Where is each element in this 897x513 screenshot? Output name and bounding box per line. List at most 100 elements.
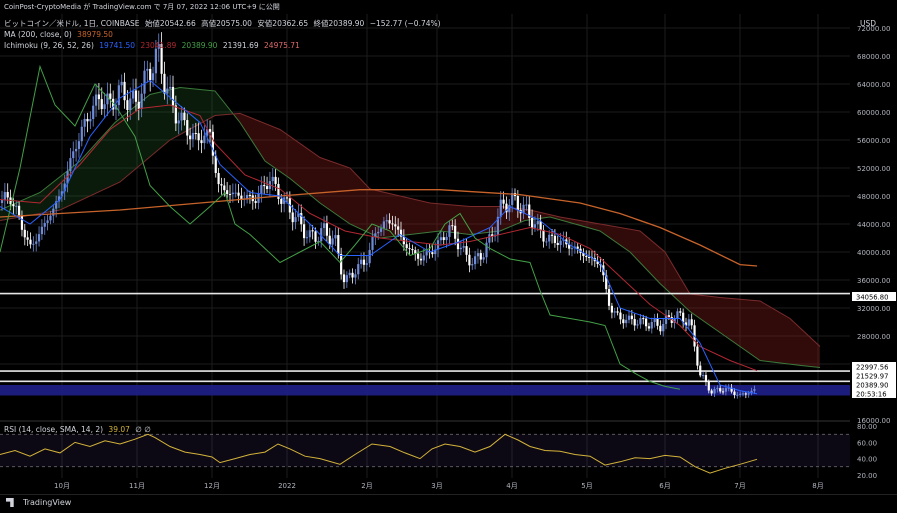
price-label-box xyxy=(852,292,896,301)
ichimoku-label[interactable]: Ichimoku (9, 26, 52, 26) xyxy=(4,41,94,50)
cloud-segment xyxy=(352,170,356,227)
time-tick-label: 10月 xyxy=(54,482,70,490)
candle-body xyxy=(556,242,559,245)
candle-body xyxy=(642,318,645,320)
price-tick-label: 68000.00 xyxy=(857,53,890,61)
candle-body xyxy=(0,199,4,203)
high-value: 高値20575.00 xyxy=(201,19,252,28)
symbol-legend[interactable]: ビットコイン／米ドル, 1日, COINBASE 始値20542.66 高値20… xyxy=(4,19,444,29)
cloud-segment xyxy=(580,220,584,227)
rsi-label[interactable]: RSI (14, close, SMA, 14, 2) xyxy=(4,425,104,434)
cloud-segment xyxy=(432,203,436,232)
candle-body xyxy=(322,223,326,229)
cloud-segment xyxy=(588,221,592,229)
candle-body xyxy=(300,213,303,225)
cloud-segment xyxy=(620,227,624,248)
candle-body xyxy=(274,176,277,184)
candle-body xyxy=(37,234,41,242)
candle-body xyxy=(374,233,377,238)
cloud-segment xyxy=(700,295,704,322)
candle-body xyxy=(314,231,317,242)
cloud-segment xyxy=(108,125,112,188)
cloud-segment xyxy=(720,297,724,336)
candle-body xyxy=(143,70,146,94)
cloud-segment xyxy=(284,132,288,178)
candle-body xyxy=(89,119,92,122)
symbol-name[interactable]: ビットコイン／米ドル, 1日, COINBASE xyxy=(4,19,140,28)
candle-body xyxy=(254,201,257,203)
candle-body xyxy=(217,172,220,185)
cloud-segment xyxy=(120,115,124,182)
candle-body xyxy=(585,256,588,258)
rsi-extra: ∅ ∅ xyxy=(135,425,151,434)
candle-body xyxy=(63,183,66,192)
candle-body xyxy=(385,220,388,222)
low-value: 安値20362.65 xyxy=(257,19,309,28)
cloud-segment xyxy=(752,300,756,358)
candle-body xyxy=(69,158,72,172)
cloud-segment xyxy=(764,303,768,362)
cloud-segment xyxy=(272,126,276,169)
candle-body xyxy=(231,192,234,195)
candle-body xyxy=(422,255,425,261)
candle-body xyxy=(679,311,682,313)
candle-body xyxy=(482,257,485,260)
candle-body xyxy=(72,151,75,159)
ma-legend[interactable]: MA (200, close, 0) 38979.50 xyxy=(4,30,116,40)
time-tick-label: 2月 xyxy=(361,482,372,490)
candle-body xyxy=(408,248,411,250)
ichimoku-legend[interactable]: Ichimoku (9, 26, 52, 26) 19741.50 23041.… xyxy=(4,41,303,51)
candle-body xyxy=(200,140,203,144)
candle-body xyxy=(474,256,477,265)
kijun-line xyxy=(0,104,758,372)
cloud-segment xyxy=(160,91,164,149)
candle-body xyxy=(434,249,437,255)
candle-body xyxy=(673,318,676,323)
candle-body xyxy=(419,258,423,261)
candle-body xyxy=(496,216,499,235)
cloud-segment xyxy=(76,161,80,203)
cloud-segment xyxy=(424,201,428,233)
cloud-segment xyxy=(792,320,796,365)
cloud-segment xyxy=(256,119,260,154)
candle-body xyxy=(12,204,15,207)
cloud-segment xyxy=(440,203,444,232)
cloud-segment xyxy=(716,297,720,333)
candle-body xyxy=(570,248,574,250)
cloud-segment xyxy=(20,199,24,217)
candle-body xyxy=(528,204,531,218)
ma-value: 38979.50 xyxy=(77,30,113,39)
candle-body xyxy=(414,250,417,254)
cloud-segment xyxy=(608,225,612,240)
cloud-segment xyxy=(328,160,332,212)
tradingview-logo[interactable]: TradingView xyxy=(6,498,71,507)
ma-label[interactable]: MA (200, close, 0) xyxy=(4,30,72,39)
candle-body xyxy=(448,225,451,237)
cloud-segment xyxy=(804,331,808,367)
candle-body xyxy=(40,226,43,235)
price-label-text: 20389.90 xyxy=(856,382,888,390)
candle-body xyxy=(719,388,722,392)
cloud-segment xyxy=(680,277,684,306)
rsi-legend[interactable]: RSI (14, close, SMA, 14, 2) 39.07 ∅ ∅ xyxy=(4,425,154,435)
cloud-segment xyxy=(660,247,664,288)
candle-body xyxy=(431,252,434,255)
candle-body xyxy=(166,88,169,94)
candle-body xyxy=(277,183,280,199)
candle-body xyxy=(103,104,106,110)
candle-body xyxy=(741,393,745,395)
candle-body xyxy=(57,196,61,202)
price-axis-bg xyxy=(851,0,897,494)
price-label-box xyxy=(852,389,896,398)
candle-body xyxy=(348,272,351,276)
cloud-segment xyxy=(816,342,820,368)
candle-body xyxy=(297,213,300,218)
candle-body xyxy=(208,129,212,132)
time-axis[interactable]: 10月 11月 12月 2022 2月 3月 4月 5月 6月 7月 8月 xyxy=(54,482,824,490)
cloud-segment xyxy=(296,140,300,187)
candle-body xyxy=(120,81,123,86)
candle-body xyxy=(377,231,380,234)
cloud-segment xyxy=(748,299,752,355)
